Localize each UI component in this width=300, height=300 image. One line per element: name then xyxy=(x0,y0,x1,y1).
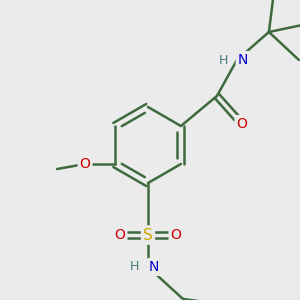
Text: O: O xyxy=(171,228,182,242)
Text: O: O xyxy=(115,228,125,242)
Text: H: H xyxy=(219,53,229,67)
Text: O: O xyxy=(80,157,91,171)
Text: O: O xyxy=(236,117,247,131)
Text: S: S xyxy=(143,227,153,242)
Text: H: H xyxy=(129,260,139,274)
Text: N: N xyxy=(149,260,159,274)
Text: N: N xyxy=(238,53,248,67)
